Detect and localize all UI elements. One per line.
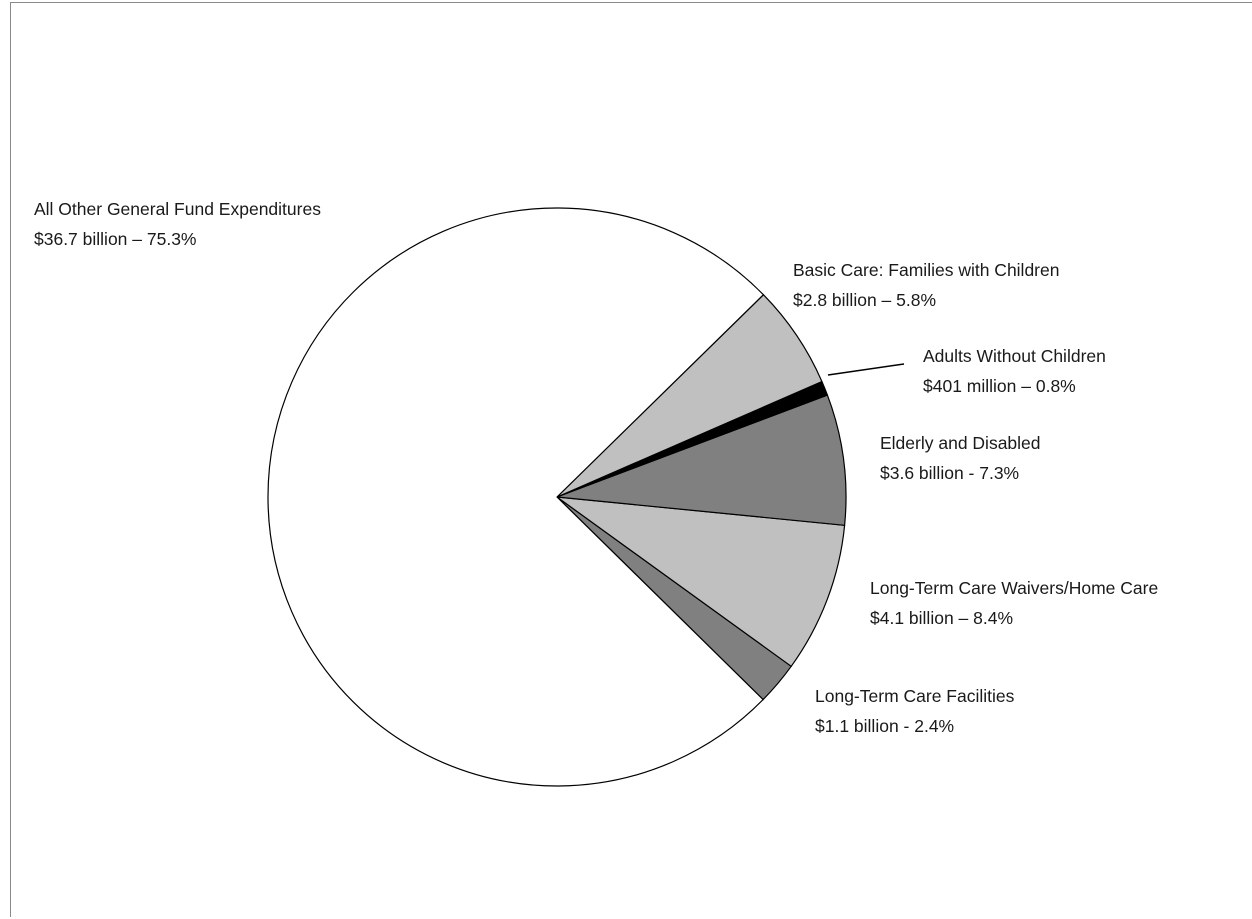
- label-adults-without-children-value: $401 million – 0.8%: [923, 376, 1076, 396]
- label-elderly-disabled-title: Elderly and Disabled: [880, 433, 1041, 453]
- leader-line-adults-without-children: [827, 363, 905, 376]
- slice-elderly-disabled: [556, 394, 847, 526]
- slice-ltc-waivers-home-care: [556, 496, 846, 667]
- label-elderly-disabled-value: $3.6 billion - 7.3%: [880, 463, 1019, 483]
- label-all-other-title: All Other General Fund Expenditures: [34, 199, 321, 219]
- label-basic-care-title: Basic Care: Families with Children: [793, 260, 1059, 280]
- pie-slices: [267, 207, 847, 787]
- label-adults-without-children-title: Adults Without Children: [923, 346, 1106, 366]
- label-ltc-waivers-value: $4.1 billion – 8.4%: [870, 608, 1013, 628]
- slice-all-other: [267, 207, 765, 787]
- label-ltc-waivers-title: Long-Term Care Waivers/Home Care: [870, 578, 1158, 598]
- label-all-other-value: $36.7 billion – 75.3%: [34, 229, 196, 249]
- label-basic-care-value: $2.8 billion – 5.8%: [793, 290, 936, 310]
- label-ltc-facilities-value: $1.1 billion - 2.4%: [815, 716, 954, 736]
- label-ltc-facilities-title: Long-Term Care Facilities: [815, 686, 1015, 706]
